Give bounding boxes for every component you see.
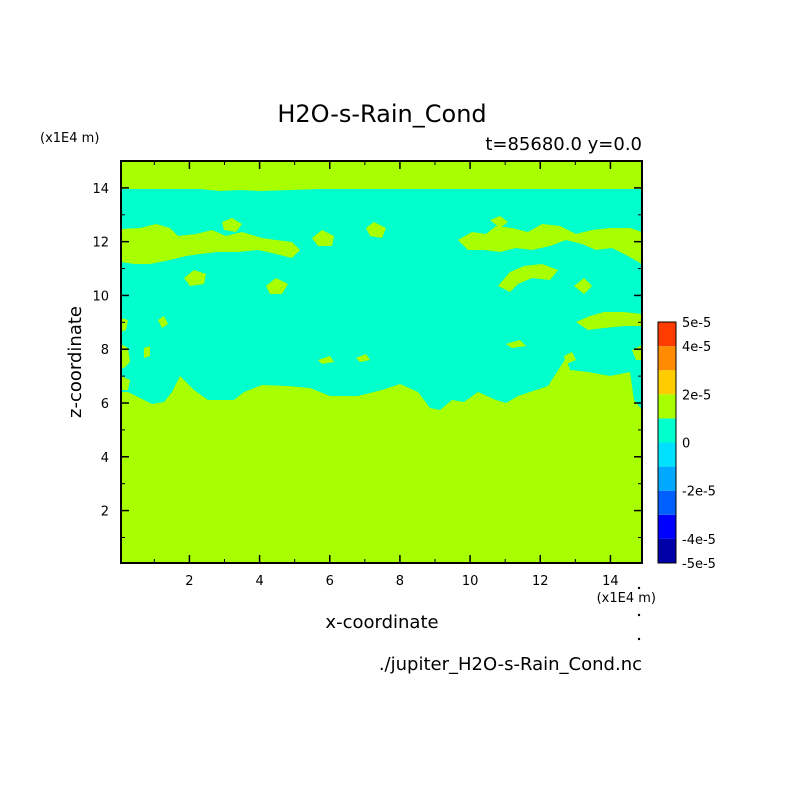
colorbar-segment — [658, 418, 676, 443]
x-axis-label: x-coordinate — [325, 612, 438, 633]
field-zero-patch-right-b — [490, 216, 508, 228]
field-zero-patch-mid-b — [366, 222, 386, 238]
field-zero-patch-z7-mid — [318, 356, 334, 364]
field-zero-patch-z7-right — [564, 352, 576, 364]
y-unit-label: (x1E4 m) — [40, 131, 99, 146]
colorbar-tick-label: 4e-5 — [682, 340, 711, 355]
y-tick-label: 2 — [101, 505, 109, 520]
colorbar-segment — [658, 466, 676, 491]
y-tick-label: 14 — [92, 182, 109, 197]
field-zero-patch-z11-left — [184, 270, 206, 286]
colorbar-segment — [658, 394, 676, 419]
y-tick-label: 8 — [101, 343, 109, 358]
colorbar-segment — [658, 490, 676, 515]
colorbar — [657, 321, 677, 564]
field-zero-patch-z9-left-b — [158, 316, 168, 328]
field-zero-patch-left-b — [222, 218, 242, 232]
x-tick-label: 14 — [602, 574, 619, 589]
field-zero-patch-z8-left-b — [144, 346, 150, 358]
field-zero-patch-mid — [312, 230, 334, 246]
marker-dot — [637, 637, 641, 641]
marker-dot — [637, 586, 641, 590]
marker-dot — [637, 613, 641, 617]
x-tick-label: 4 — [255, 574, 263, 589]
colorbar-tick-label: 5e-5 — [682, 316, 711, 331]
colorbar-tick-label: 2e-5 — [682, 388, 711, 403]
chart-subtitle: t=85680.0 y=0.0 — [485, 134, 642, 155]
x-tick-label: 2 — [185, 574, 193, 589]
colorbar-tick-label: 0 — [682, 437, 690, 452]
colorbar-tick-label: -2e-5 — [682, 485, 716, 500]
colorbar-tick-label: -4e-5 — [682, 533, 716, 548]
y-tick-label: 6 — [101, 397, 109, 412]
plot-frame — [120, 160, 643, 564]
field-zero-patch-z7-left — [121, 376, 130, 390]
field-zero-patch-z8-left — [121, 344, 130, 368]
colorbar-segment — [658, 442, 676, 467]
colorbar-segment — [658, 370, 676, 395]
field-zero-top-edge — [121, 161, 642, 191]
x-tick-label: 12 — [532, 574, 549, 589]
y-tick-label: 10 — [92, 289, 109, 304]
y-tick-label: 12 — [92, 236, 109, 251]
x-tick-label: 6 — [326, 574, 334, 589]
field-zero-patch-z11-right — [498, 264, 558, 292]
field-zero-patch-z9-left — [121, 318, 128, 332]
field-zero-patch-right — [458, 224, 642, 264]
y-axis-label: z-coordinate — [65, 306, 86, 418]
x-unit-label: (x1E4 m) — [597, 591, 656, 606]
y-tick-label: 4 — [101, 451, 109, 466]
field-zero-patch-z9-right — [576, 312, 642, 330]
field-zero-patch-z8-mid — [506, 340, 526, 348]
colorbar-labels: 5e-5 4e-5 2e-5 0 -2e-5 -4e-5 -5e-5 — [682, 316, 716, 572]
chart-title: H2O-s-Rain_Cond — [277, 100, 486, 128]
colorbar-frame — [657, 321, 677, 564]
field-zero-patch-left — [121, 224, 300, 264]
colorbar-tick-label: -5e-5 — [682, 557, 716, 572]
field-zero-patch-z7-mid-b — [356, 354, 370, 362]
x-tick-label: 10 — [462, 574, 479, 589]
colorbar-segment — [658, 346, 676, 371]
colorbar-segment — [658, 322, 676, 347]
field-zero-patch-z11-mid — [266, 278, 288, 294]
y-axis-ticks: 2 4 6 8 10 12 14 — [92, 182, 642, 538]
source-file-label: ./jupiter_H2O-s-Rain_Cond.nc — [379, 654, 642, 675]
colorbar-segment — [658, 514, 676, 539]
plot-area — [121, 161, 642, 563]
x-tick-label: 8 — [396, 574, 404, 589]
x-axis-ticks: 2 4 6 8 10 12 14 — [153, 161, 619, 589]
colorbar-segment — [658, 538, 676, 563]
field-zero-patch-z11-right-b — [574, 278, 592, 294]
